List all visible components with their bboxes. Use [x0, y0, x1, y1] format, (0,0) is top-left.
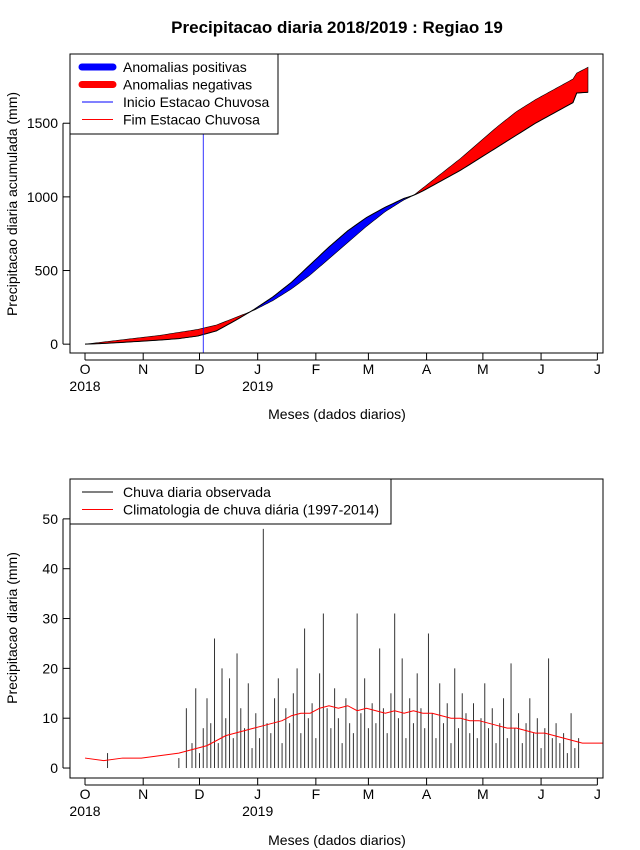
- bottom-y-axis: 0 10 20 30 40 50: [42, 511, 70, 776]
- bot-legend-label: Climatologia de chuva diária (1997-2014): [123, 502, 379, 518]
- bot-legend-label: Chuva diaria observada: [123, 484, 271, 500]
- top-legend-label: Anomalias positivas: [123, 59, 247, 75]
- bot-x-tick-label: J: [254, 786, 261, 802]
- bottom-x-axis-label: Meses (dados diarios): [268, 832, 406, 848]
- top-legend-label: Fim Estacao Chuvosa: [123, 112, 260, 128]
- top-x-tick-label: N: [138, 361, 148, 377]
- top-legend-label: Anomalias negativas: [123, 77, 252, 93]
- bot-y-tick-label: 20: [42, 660, 58, 676]
- bot-x-tick-label: D: [194, 786, 204, 802]
- bot-x-tick-label: M: [363, 786, 375, 802]
- bot-x-tick-label: F: [312, 786, 321, 802]
- accumulated-precipitation-chart: Precipitacao diaria 2018/2019 : Regiao 1…: [4, 18, 604, 422]
- top-y-tick-label: 1500: [27, 115, 58, 131]
- observed-accumulated-line: [84, 91, 589, 345]
- bot-y-tick-label: 40: [42, 561, 58, 577]
- bot-x-tick-label: N: [138, 786, 148, 802]
- bot-x-year-label: 2019: [242, 803, 273, 819]
- bot-x-tick-label: M: [477, 786, 489, 802]
- top-x-tick-label: F: [312, 361, 321, 377]
- daily-precipitation-chart: O N D J F M A M J J 2018 2019 0 10 20 30 40 50 Meses (da…: [4, 478, 604, 848]
- bot-x-tick-label: J: [594, 786, 601, 802]
- top-x-axis-label: Meses (dados diarios): [268, 406, 406, 422]
- top-x-axis: O N D J F M A M J J 2018 2019: [69, 353, 601, 394]
- top-x-tick-label: D: [194, 361, 204, 377]
- bot-y-tick-label: 10: [42, 710, 58, 726]
- top-plot-frame: [69, 53, 604, 354]
- top-x-tick-label: O: [80, 361, 91, 377]
- negative-anomaly-area: [413, 66, 589, 196]
- top-x-tick-label: J: [254, 361, 261, 377]
- top-x-tick-label: J: [538, 361, 545, 377]
- bottom-x-axis: O N D J F M A M J J 2018 2019: [69, 778, 601, 819]
- top-x-year-label: 2018: [69, 378, 100, 394]
- top-legend: Anomalias positivas Anomalias negativasIn…: [69, 53, 279, 135]
- climatology-line: [84, 705, 603, 762]
- top-legend-label: Inicio Estacao Chuvosa: [123, 94, 270, 110]
- top-plot-area: [84, 54, 589, 353]
- top-x-tick-label: M: [477, 361, 489, 377]
- bot-y-tick-label: 30: [42, 611, 58, 627]
- top-x-year-label: 2019: [242, 378, 273, 394]
- bot-y-tick-label: 0: [50, 760, 58, 776]
- top-y-axis: 0 500 1000 1500: [27, 115, 70, 352]
- top-x-tick-label: M: [363, 361, 375, 377]
- top-y-tick-label: 1000: [27, 189, 58, 205]
- bottom-legend: Chuva diaria observada Climatologia de ch…: [69, 478, 392, 525]
- bot-x-tick-label: A: [422, 786, 432, 802]
- top-y-axis-label: Precipitacao diaria acumulada (mm): [4, 92, 20, 316]
- bot-y-tick-label: 50: [42, 511, 58, 527]
- top-y-tick-label: 0: [50, 336, 58, 352]
- bot-legend-box: [69, 478, 392, 525]
- bottom-y-axis-label: Precipitacao diaria (mm): [4, 552, 20, 704]
- bot-x-year-label: 2018: [69, 803, 100, 819]
- positive-anomaly-area: [247, 195, 414, 314]
- chart-title: Precipitacao diaria 2018/2019 : Regiao 1…: [171, 18, 503, 37]
- top-x-tick-label: A: [422, 361, 432, 377]
- bot-x-tick-label: O: [80, 786, 91, 802]
- top-y-tick-label: 500: [35, 263, 59, 279]
- top-x-tick-label: J: [594, 361, 601, 377]
- bot-x-tick-label: J: [538, 786, 545, 802]
- bottom-plot-area: [84, 528, 603, 769]
